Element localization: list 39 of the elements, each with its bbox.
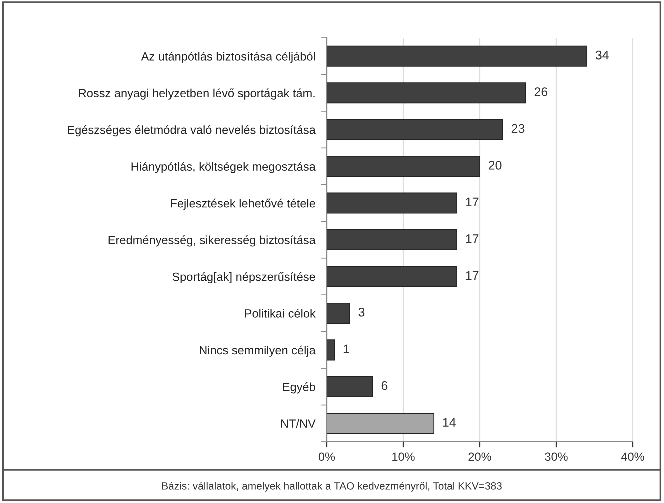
data-label: 14 bbox=[443, 418, 456, 427]
y-tick-label: Fejlesztések lehetővé tétele bbox=[171, 198, 316, 210]
x-tick-label: 30% bbox=[545, 452, 568, 462]
x-tick-label: 10% bbox=[392, 452, 415, 462]
data-label: 17 bbox=[466, 198, 479, 207]
y-tick-label: Hiánypótlás, költségek megosztása bbox=[132, 162, 316, 174]
x-tick-label: 40% bbox=[621, 452, 644, 462]
y-tick-label: Nincs semmilyen célja bbox=[200, 346, 316, 357]
data-label: 34 bbox=[596, 50, 609, 60]
bar bbox=[327, 413, 435, 434]
y-tick-label: Sportág[ak] népszerűsítése bbox=[172, 272, 316, 284]
y-tick-label: Rossz anyagi helyzetben lévő sportágak tám. bbox=[79, 88, 315, 100]
bar bbox=[327, 192, 458, 214]
bar bbox=[327, 229, 458, 251]
data-label: 20 bbox=[488, 161, 502, 170]
bar bbox=[327, 340, 336, 361]
y-tick-label: Politikai célok bbox=[245, 309, 316, 318]
data-label: 17 bbox=[466, 234, 479, 244]
data-label: 17 bbox=[466, 271, 479, 280]
y-tick-label: Egyéb bbox=[283, 382, 316, 394]
bar bbox=[327, 119, 504, 140]
text: Bázis: vállalatok, amelyek hallottak a TAO kedvezményről, Total KKV=383 bbox=[162, 482, 502, 492]
x-tick-label: 20% bbox=[468, 452, 492, 462]
bar bbox=[327, 82, 526, 104]
y-tick-label: Eredményesség, sikeresség biztosítása bbox=[108, 236, 316, 247]
bar bbox=[327, 156, 480, 178]
data-label: 1 bbox=[344, 344, 350, 354]
data-label: 3 bbox=[358, 308, 365, 317]
bar bbox=[327, 376, 374, 398]
bar bbox=[327, 302, 350, 324]
data-label: 23 bbox=[512, 124, 525, 134]
data-label: 26 bbox=[534, 88, 548, 96]
x-tick-label: 0% bbox=[318, 452, 336, 462]
data-label: 6 bbox=[382, 381, 388, 390]
y-tick-label: Az utánpótlás biztosítása céljából bbox=[141, 52, 316, 64]
y-tick-label: NT/NV bbox=[281, 419, 316, 428]
bar bbox=[327, 46, 588, 67]
y-tick-label: Egészséges életmódra való nevelés biztosítása bbox=[68, 125, 316, 137]
bar bbox=[327, 266, 458, 288]
